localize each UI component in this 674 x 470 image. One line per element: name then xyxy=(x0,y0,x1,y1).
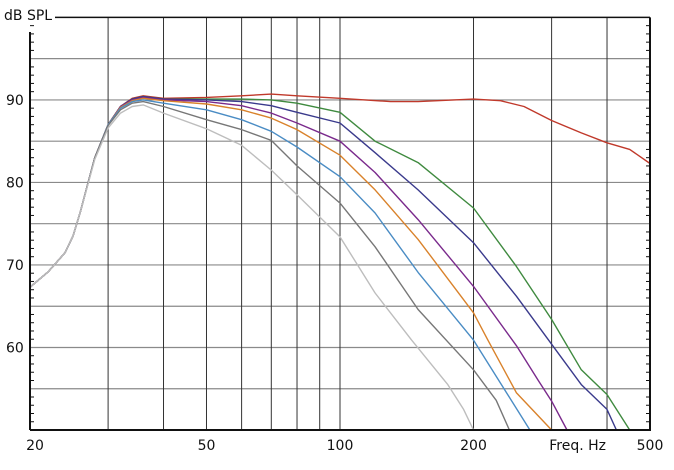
x-axis-label: Freq. Hz xyxy=(549,438,606,454)
y-tick-label: 80 xyxy=(6,175,24,191)
series-line-navy xyxy=(29,95,618,431)
x-tick-label: 500 xyxy=(637,438,664,454)
tick-labels: 90 80 70 60 20 50 100 200 500 Freq. Hz xyxy=(6,93,663,454)
series-lines xyxy=(29,93,651,431)
series-line-light-gray xyxy=(29,104,475,431)
y-tick-label: 70 xyxy=(6,258,24,274)
y-tick-label: 60 xyxy=(6,340,24,356)
y-axis-label: dB SPL xyxy=(4,8,52,24)
x-tick-label: 200 xyxy=(460,438,487,454)
grid xyxy=(30,17,650,430)
x-tick-label: 20 xyxy=(26,438,44,454)
axes xyxy=(29,16,651,431)
x-tick-label: 50 xyxy=(198,438,216,454)
x-tick-label: 100 xyxy=(327,438,354,454)
series-line-green xyxy=(29,95,631,431)
y-tick-label: 90 xyxy=(6,93,24,109)
